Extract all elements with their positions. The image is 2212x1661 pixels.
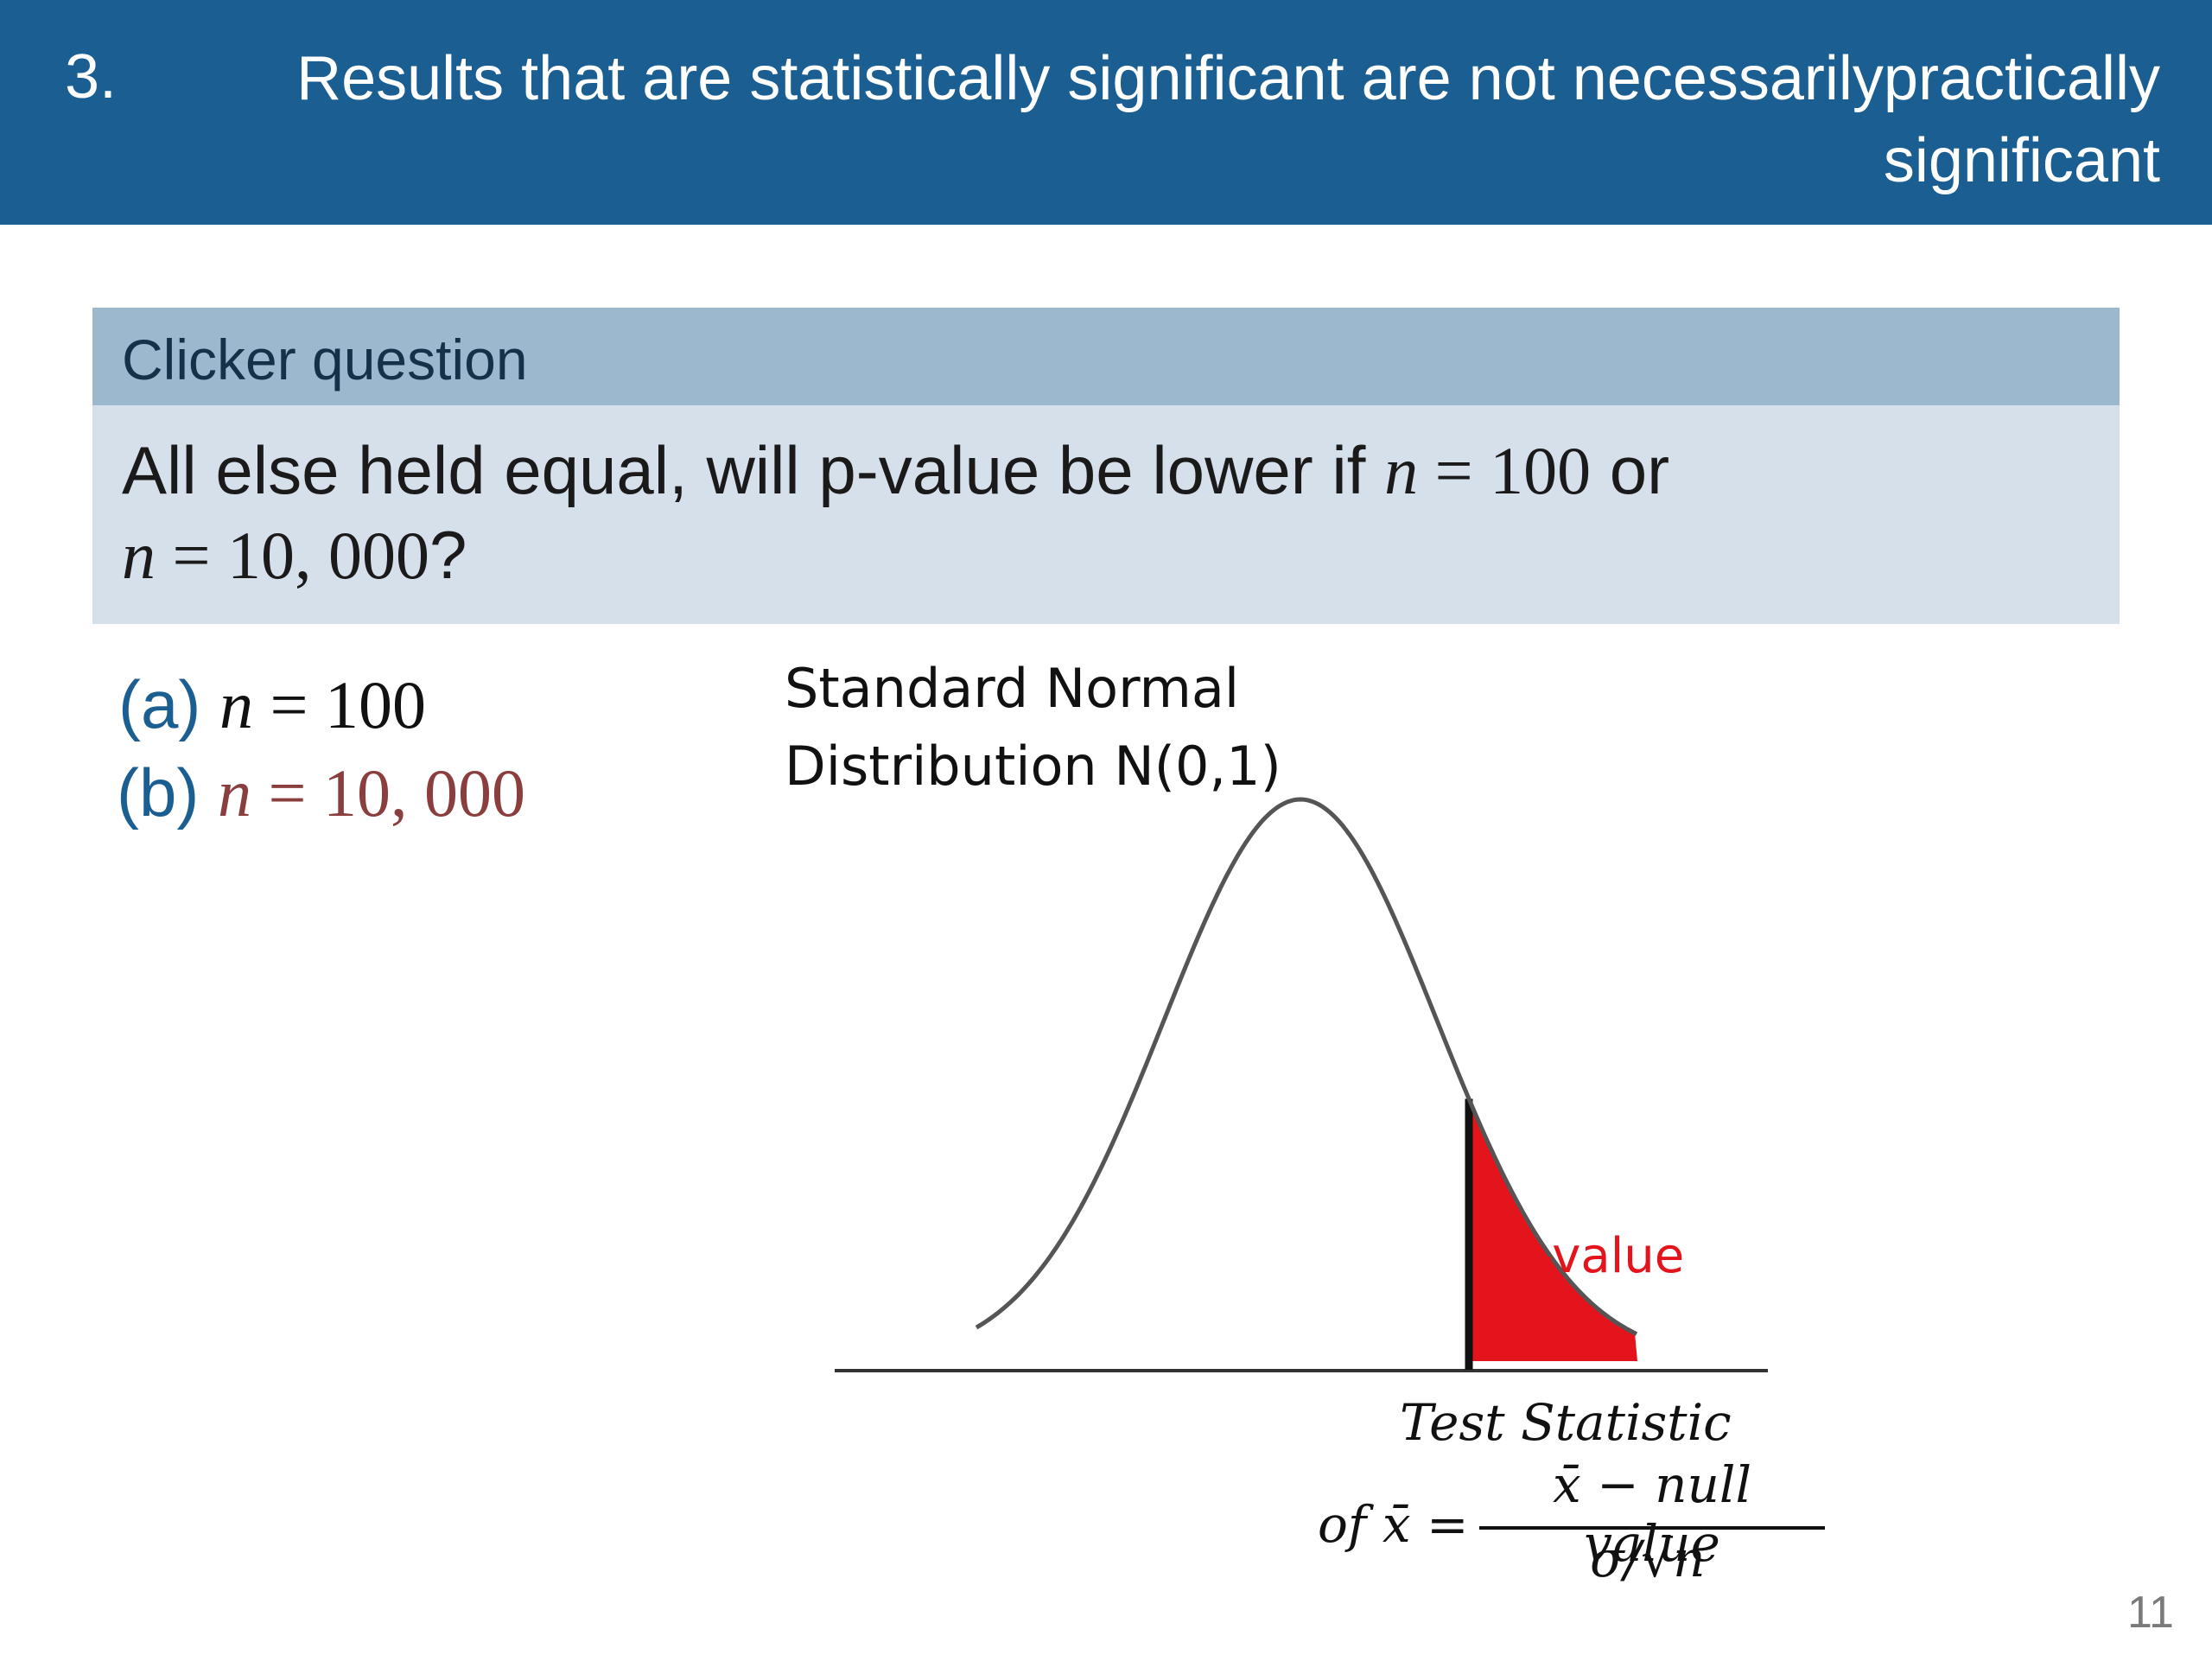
distribution-label-line1: Standard Normal: [785, 657, 1240, 720]
math-var: n: [218, 755, 252, 830]
question-math-1: n = 100: [1384, 433, 1591, 508]
block-body: All else held equal, will p-value be low…: [92, 405, 2120, 624]
math-rest: = 10, 000: [156, 518, 430, 593]
slide-title-line2: significant: [1883, 126, 2160, 195]
question-math-2: n = 10, 000: [122, 518, 429, 593]
math-rest: = 10, 000: [251, 755, 526, 830]
block-title-bar: Clicker question: [92, 308, 2120, 405]
formula-left: of x̄ =: [1318, 1495, 1469, 1554]
section-number: 3.: [65, 42, 118, 111]
distribution-label-line2: Distribution N(0,1): [785, 735, 1281, 798]
option-a-math: n = 100: [219, 667, 426, 742]
option-b-math: n = 10, 000: [218, 755, 525, 830]
fraction-bar: [1479, 1526, 1825, 1530]
math-var: n: [1384, 433, 1419, 508]
math-var: n: [219, 667, 254, 742]
option-b: (b) n = 10, 000: [117, 754, 525, 832]
formula-denominator: σ/√n: [1590, 1530, 1706, 1588]
block-title: Clicker question: [122, 328, 528, 391]
slide-title-line1: Results that are statistically significa…: [296, 44, 2160, 113]
option-b-label: (b): [117, 754, 200, 830]
test-statistic-label: Test Statistic: [1400, 1393, 1732, 1452]
slide-title: Results that are statistically significa…: [160, 38, 2160, 202]
math-rest: = 100: [1418, 433, 1592, 508]
question-text: All else held equal, will p-value be low…: [122, 432, 1385, 508]
question-line-2: n = 10, 000?: [122, 516, 467, 595]
question-tail: or: [1591, 432, 1670, 508]
p-value-label: p-value: [1505, 1228, 1685, 1284]
page-number: 11: [2127, 1588, 2174, 1638]
p-value-tail-area: [1469, 1098, 1637, 1361]
option-a-label: (a): [118, 666, 201, 742]
bell-curve: [975, 797, 1638, 1336]
slide-header: 3. Results that are statistically signif…: [0, 0, 2212, 225]
question-tail: ?: [429, 517, 467, 593]
math-rest: = 100: [253, 667, 427, 742]
option-a: (a) n = 100: [118, 665, 426, 744]
question-line-1: All else held equal, will p-value be low…: [122, 431, 1669, 510]
formula-numerator: x̄ − null value: [1553, 1455, 1751, 1573]
math-var: n: [122, 518, 156, 593]
